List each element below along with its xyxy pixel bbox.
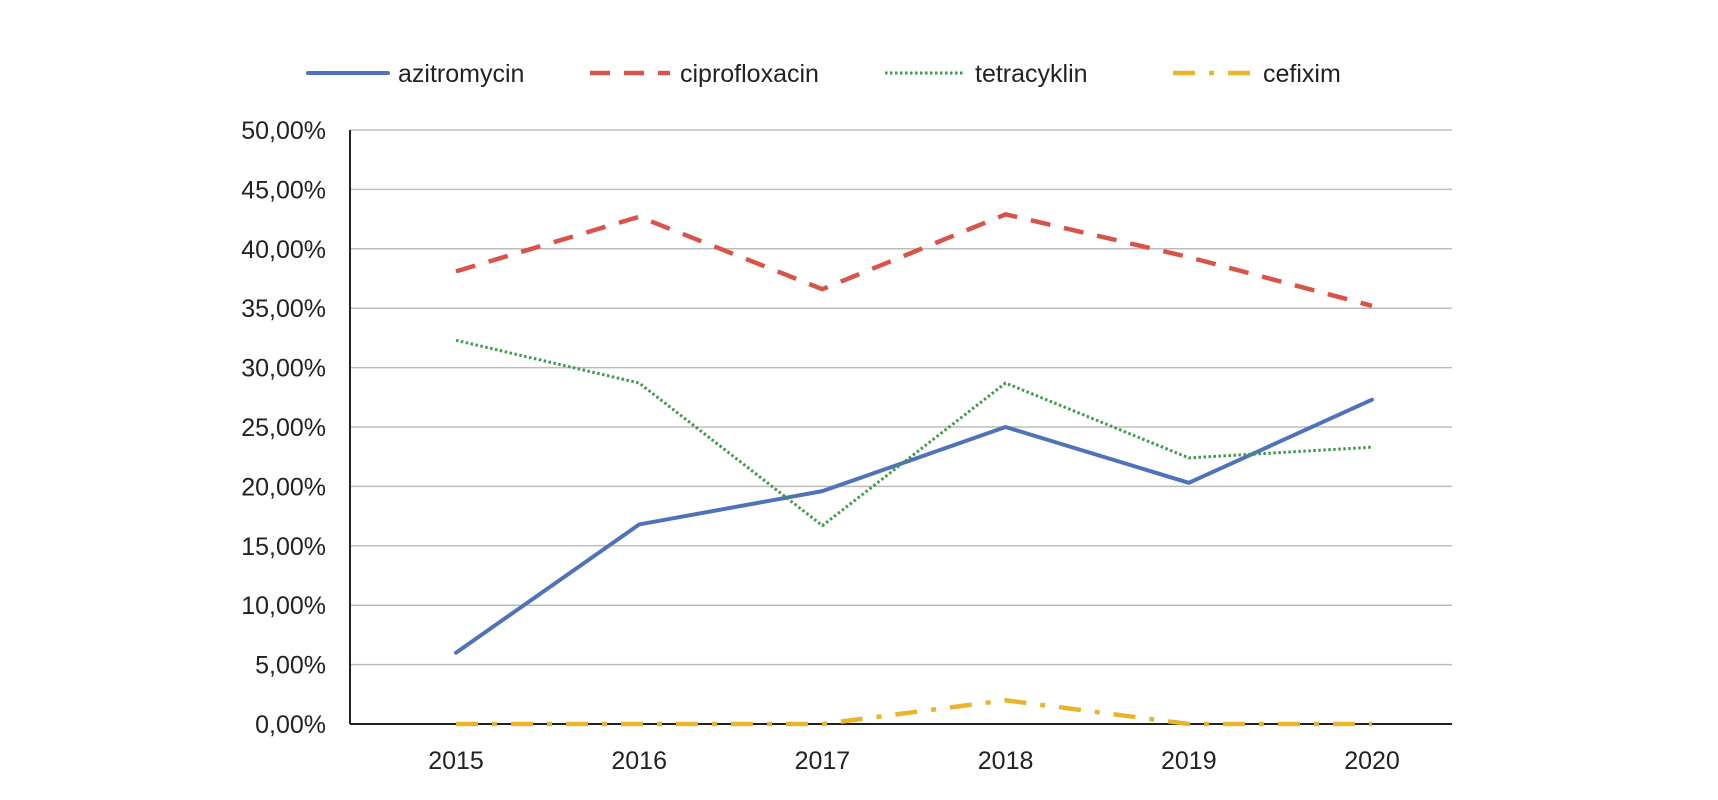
- series-line-tetracyklin: [455, 338, 1373, 528]
- y-tick-label: 5,00%: [255, 652, 326, 680]
- y-tick-label: 15,00%: [241, 533, 326, 561]
- series-lines: [454, 212, 1374, 727]
- gridlines: [350, 129, 1452, 666]
- series-line-azitromycin: [454, 397, 1374, 655]
- x-axis: 2015 2016 2017 2018 2019 2020: [350, 723, 1452, 775]
- y-tick-label: 30,00%: [241, 355, 326, 383]
- series-line-ciprofloxacin: [455, 212, 1373, 308]
- x-tick-label: 2015: [428, 747, 484, 775]
- y-tick-label: 50,00%: [241, 117, 326, 145]
- legend-label-ciprofloxacin: ciprofloxacin: [680, 60, 819, 88]
- y-tick-label: 10,00%: [241, 592, 326, 620]
- y-tick-label: 25,00%: [241, 414, 326, 442]
- y-axis: 0,00% 5,00% 10,00% 15,00% 20,00% 25,00% 30,00%…: [241, 117, 351, 739]
- legend-label-cefixim: cefixim: [1263, 60, 1341, 88]
- x-tick-label: 2020: [1344, 747, 1400, 775]
- legend: azitromycin ciprofloxacin tetracyklin cefix…: [306, 60, 1341, 88]
- y-tick-label: 45,00%: [241, 176, 326, 204]
- y-tick-label: 35,00%: [241, 295, 326, 323]
- legend-label-tetracyklin: tetracyklin: [975, 60, 1088, 88]
- x-tick-label: 2019: [1161, 747, 1217, 775]
- x-tick-label: 2018: [978, 747, 1034, 775]
- x-tick-label: 2017: [795, 747, 851, 775]
- series-line-cefixim: [456, 697, 1372, 727]
- legend-label-azitromycin: azitromycin: [398, 60, 524, 88]
- x-tick-label: 2016: [611, 747, 667, 775]
- y-tick-label: 0,00%: [255, 711, 326, 739]
- y-tick-label: 40,00%: [241, 236, 326, 264]
- y-tick-label: 20,00%: [241, 473, 326, 501]
